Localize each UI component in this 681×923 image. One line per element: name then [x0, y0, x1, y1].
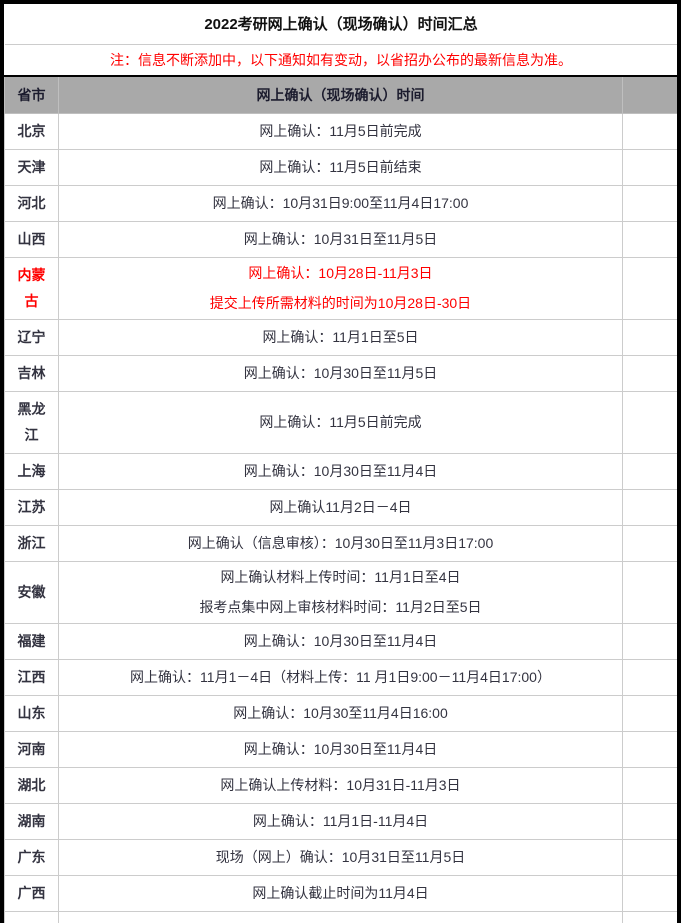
- empty-cell: [622, 838, 677, 876]
- time-cell: 网上确认：11月5日前完成: [58, 112, 623, 150]
- empty-cell: [622, 354, 677, 392]
- time-cell: 网上确认：11月5日前完成: [58, 390, 623, 454]
- table-row: 吉林 网上确认：10月30日至11月5日: [4, 354, 677, 392]
- table-row: 上海 网上确认：10月30日至11月4日: [4, 452, 677, 490]
- time-cell: 网上确认11月2日－4日: [58, 488, 623, 526]
- table-row: 山西 网上确认：10月31日至11月5日: [4, 220, 677, 258]
- province-cell: 黑龙江: [4, 390, 59, 454]
- table-row-partial: [4, 910, 677, 923]
- table-row: 江西 网上确认：11月1－4日（材料上传：11 月1日9:00－11月4日17:…: [4, 658, 677, 696]
- table-header-row: 省市 网上确认（现场确认）时间: [4, 76, 677, 114]
- table-row: 河南 网上确认：10月30日至11月4日: [4, 730, 677, 768]
- province-cell: 河南: [4, 730, 59, 768]
- time-cell: 网上确认上传材料：10月31日-11月3日: [58, 766, 623, 804]
- province-cell: 福建: [4, 622, 59, 660]
- province-cell: 辽宁: [4, 318, 59, 356]
- notice-text: 注：信息不断添加中，以下通知如有变动，以省招办公布的最新信息为准。: [4, 44, 677, 77]
- province-cell: 江西: [4, 658, 59, 696]
- province-cell: 山东: [4, 694, 59, 732]
- province-cell: 浙江: [4, 524, 59, 562]
- time-cell: 网上确认：10月30日至11月4日: [58, 730, 623, 768]
- table-row: 江苏 网上确认11月2日－4日: [4, 488, 677, 526]
- province-cell: 广东: [4, 838, 59, 876]
- province-cell: 江苏: [4, 488, 59, 526]
- time-cell: 网上确认：11月1日-11月4日: [58, 802, 623, 840]
- province-cell: 广西: [4, 874, 59, 912]
- province-cell: 内蒙古: [4, 256, 59, 320]
- column-header-time: 网上确认（现场确认）时间: [58, 76, 623, 114]
- empty-cell: [622, 560, 677, 624]
- table-row: 浙江 网上确认（信息审核）：10月30日至11月3日17:00: [4, 524, 677, 562]
- empty-cell: [622, 318, 677, 356]
- empty-cell: [622, 256, 677, 320]
- empty-cell: [622, 220, 677, 258]
- table-row: 天津 网上确认：11月5日前结束: [4, 148, 677, 186]
- table-row: 福建 网上确认：10月30日至11月4日: [4, 622, 677, 660]
- table-row: 黑龙江 网上确认：11月5日前完成: [4, 390, 677, 454]
- table-row: 广西 网上确认截止时间为11月4日: [4, 874, 677, 912]
- empty-cell: [622, 766, 677, 804]
- empty-cell: [622, 802, 677, 840]
- time-cell: 网上确认：11月1日至5日: [58, 318, 623, 356]
- column-header-blank: [622, 76, 677, 114]
- empty-cell: [622, 390, 677, 454]
- empty-cell: [622, 658, 677, 696]
- table-row: 广东 现场（网上）确认：10月31日至11月5日: [4, 838, 677, 876]
- confirmation-table: 2022考研网上确认（现场确认）时间汇总 注：信息不断添加中，以下通知如有变动，…: [4, 4, 677, 923]
- table-row: 河北 网上确认：10月31日9:00至11月4日17:00: [4, 184, 677, 222]
- time-cell: 现场（网上）确认：10月31日至11月5日: [58, 838, 623, 876]
- time-cell: 网上确认截止时间为11月4日: [58, 874, 623, 912]
- empty-cell: [622, 488, 677, 526]
- province-cell: 上海: [4, 452, 59, 490]
- empty-cell: [622, 622, 677, 660]
- time-cell: 网上确认（信息审核）：10月30日至11月3日17:00: [58, 524, 623, 562]
- province-cell: 吉林: [4, 354, 59, 392]
- time-cell: 网上确认材料上传时间：11月1日至4日 报考点集中网上审核材料时间：11月2日至…: [58, 560, 623, 624]
- table-row: 北京 网上确认：11月5日前完成: [4, 112, 677, 150]
- province-cell: 河北: [4, 184, 59, 222]
- province-cell: 山西: [4, 220, 59, 258]
- column-header-province: 省市: [4, 76, 59, 114]
- empty-cell: [622, 184, 677, 222]
- province-cell: 湖北: [4, 766, 59, 804]
- province-cell: 北京: [4, 112, 59, 150]
- time-cell: 网上确认：11月1－4日（材料上传：11 月1日9:00－11月4日17:00）: [58, 658, 623, 696]
- page-title: 2022考研网上确认（现场确认）时间汇总: [4, 4, 677, 45]
- time-cell: 网上确认：10月30日至11月4日: [58, 622, 623, 660]
- empty-cell: [622, 148, 677, 186]
- time-cell: 网上确认：10月30日至11月4日: [58, 452, 623, 490]
- time-cell: 网上确认：10月30日至11月5日: [58, 354, 623, 392]
- empty-cell: [622, 524, 677, 562]
- time-cell: 网上确认：10月31日9:00至11月4日17:00: [58, 184, 623, 222]
- table-row: 山东 网上确认：10月30至11月4日16:00: [4, 694, 677, 732]
- province-cell: 湖南: [4, 802, 59, 840]
- empty-cell: [622, 874, 677, 912]
- empty-cell: [622, 112, 677, 150]
- table-row: 湖南 网上确认：11月1日-11月4日: [4, 802, 677, 840]
- empty-cell: [622, 730, 677, 768]
- empty-cell: [622, 452, 677, 490]
- table-row: 辽宁 网上确认：11月1日至5日: [4, 318, 677, 356]
- table-note-row: 注：信息不断添加中，以下通知如有变动，以省招办公布的最新信息为准。: [4, 44, 677, 77]
- table-row: 湖北 网上确认上传材料：10月31日-11月3日: [4, 766, 677, 804]
- time-cell: 网上确认：10月30至11月4日16:00: [58, 694, 623, 732]
- table-row: 安徽 网上确认材料上传时间：11月1日至4日 报考点集中网上审核材料时间：11月…: [4, 560, 677, 624]
- time-cell: 网上确认：10月31日至11月5日: [58, 220, 623, 258]
- time-cell: 网上确认：10月28日-11月3日 提交上传所需材料的时间为10月28日-30日: [58, 256, 623, 320]
- province-cell: 天津: [4, 148, 59, 186]
- province-cell: 安徽: [4, 560, 59, 624]
- table-row-highlighted: 内蒙古 网上确认：10月28日-11月3日 提交上传所需材料的时间为10月28日…: [4, 256, 677, 320]
- empty-cell: [622, 694, 677, 732]
- table-title-row: 2022考研网上确认（现场确认）时间汇总: [4, 4, 677, 45]
- time-cell: 网上确认：11月5日前结束: [58, 148, 623, 186]
